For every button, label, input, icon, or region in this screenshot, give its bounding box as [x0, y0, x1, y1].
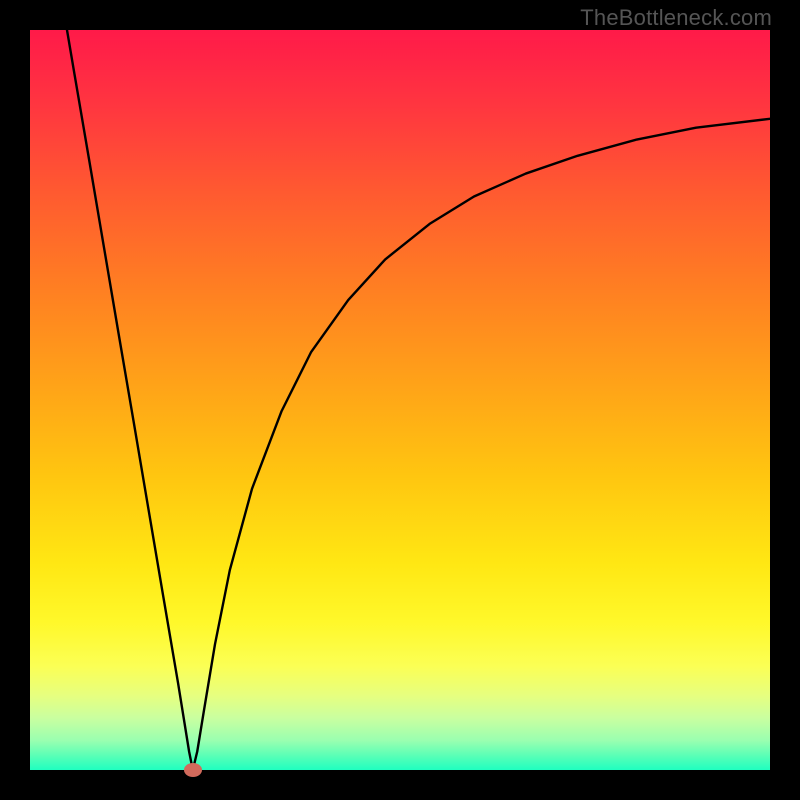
optimum-marker	[184, 763, 202, 777]
bottleneck-curve	[30, 30, 770, 770]
chart-frame: TheBottleneck.com	[0, 0, 800, 800]
watermark-text: TheBottleneck.com	[580, 5, 772, 31]
plot-area	[30, 30, 770, 770]
